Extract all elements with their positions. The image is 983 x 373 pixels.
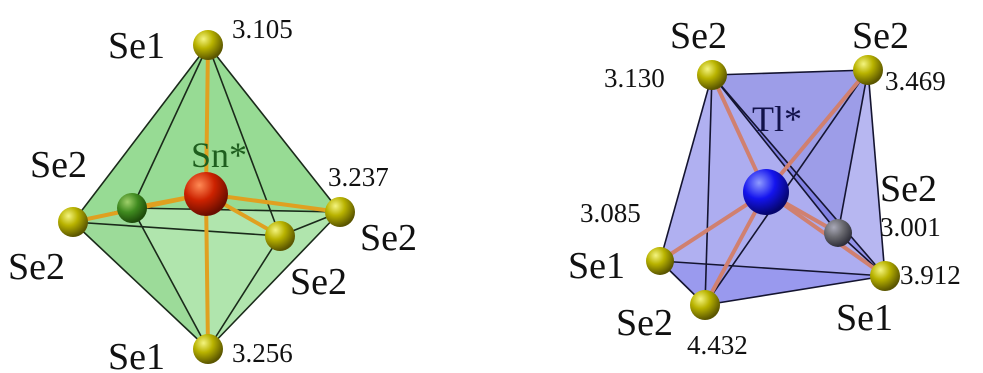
sn-dist-right: 3.237 xyxy=(328,162,389,192)
sn-atom xyxy=(184,172,228,216)
sn-center-label: Sn* xyxy=(191,135,247,175)
tl-polyhedron: Se2 Se2 3.130 3.469 Tl* Se2 3.001 3.085 … xyxy=(568,15,961,360)
tl-label-se2-top-left: Se2 xyxy=(670,15,727,57)
tl-se1-left-atom xyxy=(646,247,674,275)
tl-label-se2-top-right: Se2 xyxy=(852,15,909,57)
sn-octahedron: Se1 3.105 Se2 Sn* 3.237 Se2 Se2 Se2 Se1 … xyxy=(8,14,417,373)
sn-label-se2-right: Se2 xyxy=(360,217,417,259)
tl-dist-bottom: 4.432 xyxy=(687,330,748,360)
se1-bottom-atom xyxy=(193,334,223,364)
se1-top-atom xyxy=(193,30,223,60)
sn-label-se2-lower-left: Se2 xyxy=(8,246,65,288)
tl-label-se1-left: Se1 xyxy=(568,245,625,287)
tl-se1-right-atom xyxy=(870,261,900,291)
tl-dist-right: 3.912 xyxy=(900,260,961,290)
tl-se2-bottom-atom xyxy=(690,290,720,320)
tl-atom xyxy=(743,169,789,215)
tl-se2-back-atom xyxy=(824,219,852,247)
tl-se2-top-right-atom xyxy=(853,55,883,85)
sn-dist-bottom: 3.256 xyxy=(232,338,293,368)
sn-dist-top: 3.105 xyxy=(232,14,293,44)
se2-back-atom xyxy=(117,193,147,223)
tl-dist-left: 3.085 xyxy=(580,198,641,228)
tl-label-se2-back: Se2 xyxy=(880,168,937,210)
tl-se2-top-left-atom xyxy=(697,60,727,90)
sn-label-se1-bottom: Se1 xyxy=(108,336,165,373)
sn-label-se1-top: Se1 xyxy=(108,25,165,67)
tl-label-se2-bottom: Se2 xyxy=(616,302,673,344)
tl-center-label: Tl* xyxy=(752,99,802,139)
sn-label-se2-upper-left: Se2 xyxy=(30,144,87,186)
sn-label-se2-front: Se2 xyxy=(290,261,347,303)
tl-dist-back: 3.001 xyxy=(880,212,941,242)
tl-label-se1-right: Se1 xyxy=(836,297,893,339)
tl-dist-top-right: 3.469 xyxy=(885,66,946,96)
se2-front-atom xyxy=(265,221,295,251)
tl-dist-top-left: 3.130 xyxy=(604,63,665,93)
se2-right-atom xyxy=(325,197,355,227)
se2-left-atom xyxy=(58,207,88,237)
